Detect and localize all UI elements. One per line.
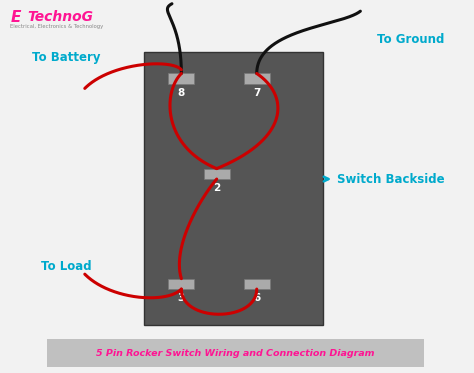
Bar xyxy=(244,279,270,289)
Text: To Ground: To Ground xyxy=(377,33,444,46)
Text: 5 Pin Rocker Switch Wiring and Connection Diagram: 5 Pin Rocker Switch Wiring and Connectio… xyxy=(96,349,375,358)
Text: 3: 3 xyxy=(178,293,185,303)
Bar xyxy=(47,339,424,367)
Text: Electrical, Electronics & Technology: Electrical, Electronics & Technology xyxy=(10,24,104,29)
Text: Switch Backside: Switch Backside xyxy=(324,173,445,185)
Bar xyxy=(244,73,270,84)
Bar xyxy=(168,73,194,84)
Bar xyxy=(168,279,194,289)
Text: 7: 7 xyxy=(253,88,260,98)
Text: TechnoG: TechnoG xyxy=(27,10,93,24)
Text: 6: 6 xyxy=(253,293,260,303)
Text: 8: 8 xyxy=(178,88,185,98)
Bar xyxy=(204,169,229,179)
Bar xyxy=(144,52,323,325)
Text: Ε: Ε xyxy=(10,10,21,25)
Text: 2: 2 xyxy=(213,183,220,193)
Text: To Load: To Load xyxy=(41,260,91,273)
Text: To Battery: To Battery xyxy=(32,51,100,64)
